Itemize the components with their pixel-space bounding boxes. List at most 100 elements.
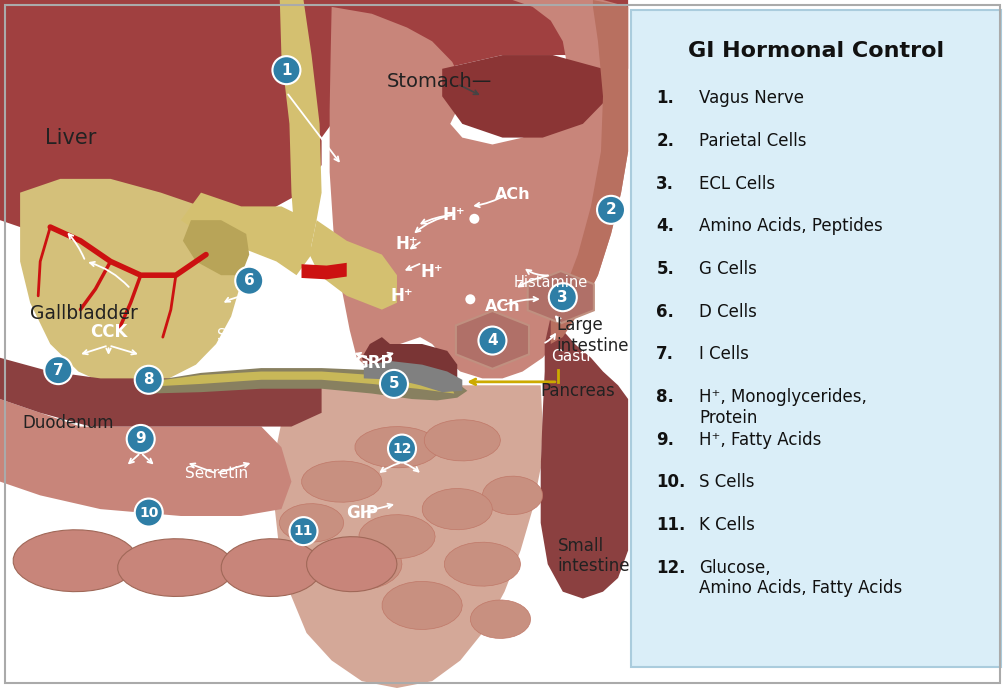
Text: 1: 1 [281,63,291,78]
Text: 6.: 6. [656,303,674,321]
Polygon shape [551,0,628,344]
Polygon shape [0,0,628,234]
Polygon shape [364,361,462,392]
Text: 9: 9 [136,431,146,447]
Text: 3: 3 [558,290,568,305]
Circle shape [289,517,318,545]
Text: H⁺, Monoglycerides,
Protein: H⁺, Monoglycerides, Protein [699,388,867,427]
Polygon shape [362,337,457,385]
Text: ACh: ACh [494,186,531,202]
Polygon shape [541,316,628,599]
FancyBboxPatch shape [631,10,1001,667]
Text: 4.: 4. [656,217,674,235]
Polygon shape [273,372,543,688]
Polygon shape [382,581,462,630]
Polygon shape [0,358,291,516]
Text: Parietal Cells: Parietal Cells [699,132,807,150]
Text: H⁺: H⁺ [443,206,465,224]
Polygon shape [279,504,344,542]
Polygon shape [312,538,402,590]
Polygon shape [302,263,347,279]
Polygon shape [13,530,138,592]
Text: H⁺, Fatty Acids: H⁺, Fatty Acids [699,431,822,449]
Text: 12.: 12. [656,559,685,577]
Text: GI Hormonal Control: GI Hormonal Control [688,41,944,61]
Text: H⁺: H⁺ [396,235,418,253]
Circle shape [44,356,72,384]
Text: Small
intestine: Small intestine [558,537,630,575]
Circle shape [127,425,155,453]
Circle shape [135,366,163,394]
Text: 6: 6 [244,273,254,288]
Text: G Cells: G Cells [699,260,758,278]
Text: 8.: 8. [656,388,674,406]
Text: 2.: 2. [656,132,674,150]
Text: Gallbladder: Gallbladder [30,303,138,323]
Circle shape [469,214,479,224]
Polygon shape [0,358,322,427]
Text: 11: 11 [293,524,314,538]
Text: Large
intestine: Large intestine [557,316,629,355]
Polygon shape [118,539,234,596]
Circle shape [272,56,300,84]
Text: GRP: GRP [355,354,393,372]
Text: 11.: 11. [656,516,685,534]
Text: 1.: 1. [656,89,674,107]
Polygon shape [279,0,322,255]
Text: 5: 5 [389,376,399,391]
Text: 7: 7 [53,363,63,378]
Text: Glucose,
Amino Acids, Fatty Acids: Glucose, Amino Acids, Fatty Acids [699,559,902,597]
Text: 12: 12 [392,442,412,455]
Polygon shape [307,537,397,592]
Text: 8: 8 [144,372,154,387]
Text: 5.: 5. [656,260,674,278]
Text: Somatostatin: Somatostatin [217,327,316,343]
Polygon shape [181,193,312,275]
Polygon shape [183,220,249,275]
Text: Liver: Liver [45,127,96,148]
Polygon shape [456,311,529,369]
Polygon shape [482,476,543,515]
Text: CCK: CCK [89,323,128,341]
Polygon shape [355,427,439,468]
Polygon shape [302,461,382,502]
Text: ACh: ACh [484,299,521,314]
Text: Secretin: Secretin [185,466,247,481]
Text: Amino Acids, Peptides: Amino Acids, Peptides [699,217,883,235]
Polygon shape [442,55,603,138]
Text: Histamine: Histamine [514,275,588,290]
Text: K Cells: K Cells [699,516,756,534]
Text: 7.: 7. [656,345,674,363]
Polygon shape [528,271,594,323]
Text: GIP: GIP [346,504,378,522]
Text: S Cells: S Cells [699,473,755,491]
Text: 4: 4 [487,333,497,348]
Text: D Cells: D Cells [699,303,758,321]
Text: ECL Cells: ECL Cells [699,175,776,193]
Text: H⁺: H⁺ [421,263,443,281]
Text: Stomach—: Stomach— [387,72,492,91]
Text: Duodenum: Duodenum [22,414,114,432]
Circle shape [135,499,163,526]
Polygon shape [424,420,500,461]
Polygon shape [310,220,397,310]
Polygon shape [470,600,531,638]
Polygon shape [149,372,454,394]
Circle shape [549,283,577,311]
Polygon shape [20,179,241,385]
Text: Gastrin: Gastrin [551,349,607,364]
Circle shape [597,196,625,224]
Text: 3.: 3. [656,175,674,193]
Circle shape [380,370,408,398]
Polygon shape [444,542,521,586]
Polygon shape [146,368,467,400]
Polygon shape [221,539,322,596]
Circle shape [465,294,475,304]
Text: Pancreas: Pancreas [541,382,615,400]
Text: I Cells: I Cells [699,345,750,363]
Text: 2: 2 [606,202,616,217]
Polygon shape [422,488,492,530]
Text: 9.: 9. [656,431,674,449]
Text: Vagus Nerve: Vagus Nerve [699,89,804,107]
Polygon shape [330,0,628,378]
